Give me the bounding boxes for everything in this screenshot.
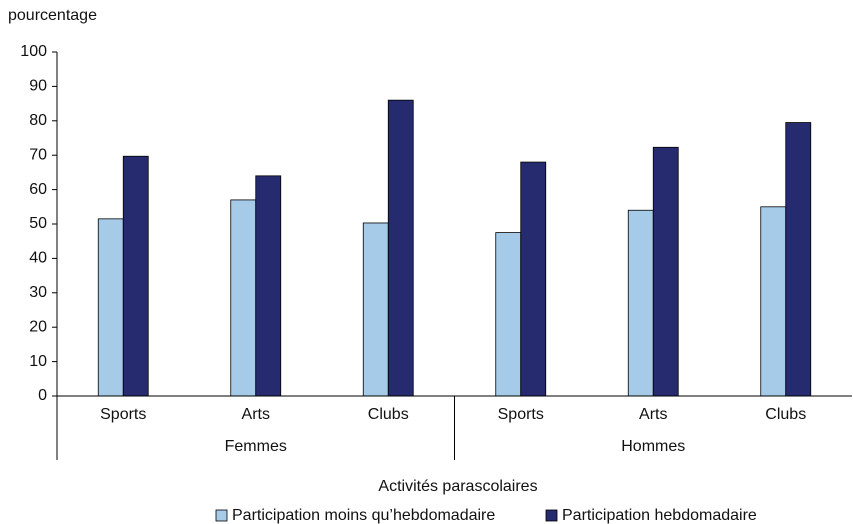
bar <box>495 232 522 397</box>
legend-swatch <box>545 509 558 522</box>
group-label: Femmes <box>225 438 287 455</box>
y-tick-label: 60 <box>29 181 47 198</box>
x-tick-label: Clubs <box>765 406 806 423</box>
legend-swatch <box>215 509 228 522</box>
bar <box>97 218 124 397</box>
x-tick-label: Sports <box>100 406 146 423</box>
legend-label: Participation moins qu’hebdomadaire <box>232 507 495 524</box>
x-axis-label: Activités parascolaires <box>378 478 537 495</box>
y-tick-label: 70 <box>29 146 47 163</box>
y-tick-label: 90 <box>29 78 47 95</box>
legend-label: Participation hebdomadaire <box>562 507 757 524</box>
group-label: Hommes <box>621 438 685 455</box>
bar <box>652 146 679 397</box>
x-tick-label: Sports <box>498 406 544 423</box>
bar <box>520 161 547 397</box>
y-axis-label: pourcentage <box>8 7 97 24</box>
y-tick-label: 50 <box>29 215 47 232</box>
x-tick-label: Clubs <box>368 406 409 423</box>
x-tick-label: Arts <box>639 406 667 423</box>
y-tick-label: 20 <box>29 318 47 335</box>
y-tick-label: 30 <box>29 284 47 301</box>
y-tick-label: 0 <box>38 387 47 404</box>
bar <box>760 206 787 397</box>
x-tick-label: Arts <box>242 406 270 423</box>
bar <box>387 99 414 397</box>
bar <box>122 155 149 397</box>
bar <box>362 222 389 397</box>
y-tick-label: 80 <box>29 112 47 129</box>
bar <box>255 175 282 397</box>
bar <box>785 122 812 397</box>
y-tick-label: 10 <box>29 353 47 370</box>
y-tick-label: 40 <box>29 250 47 267</box>
bar <box>627 209 654 397</box>
bar <box>230 199 257 397</box>
y-tick-label: 100 <box>20 43 47 60</box>
